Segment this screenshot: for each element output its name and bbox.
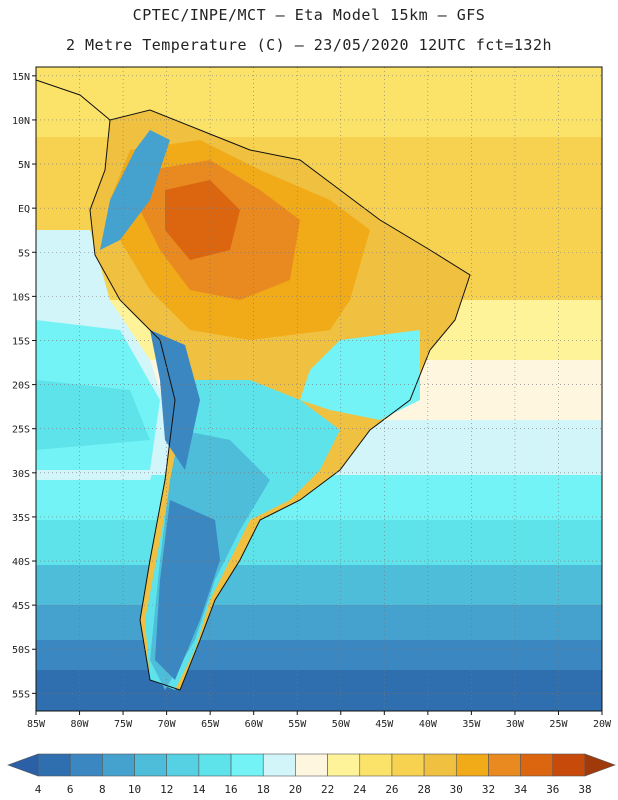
lon-tick-label: 65W [201, 719, 220, 730]
colorbar-label: 22 [321, 783, 334, 796]
lat-tick-label: 15N [12, 72, 30, 83]
colorbar-label: 6 [67, 783, 74, 796]
map-subtitle: 2 Metre Temperature (C) – 23/05/2020 12U… [65, 36, 553, 54]
colorbar-min-arrow [7, 753, 39, 777]
colorbar-swatch [455, 753, 489, 777]
central-america-outline [35, 79, 111, 121]
colorbar-swatch [423, 753, 457, 777]
latitude-labels: 15N 10N 5N EQ 5S 10S 15S 20S 25S 30S 35S 40S 45S 50S 5… [12, 72, 36, 700]
colorbar-swatch [488, 753, 521, 777]
colorbar-label: 30 [450, 783, 463, 796]
colorbar-swatch [69, 753, 103, 777]
lon-tick-label: 70W [158, 719, 177, 730]
colorbar-label: 26 [385, 783, 398, 796]
lon-tick-label: 25W [549, 719, 568, 730]
lat-tick-label: 20S [12, 381, 30, 392]
lon-tick-label: 20W [593, 719, 612, 730]
colorbar-label: 24 [353, 783, 367, 796]
lat-tick-label: 55S [12, 689, 30, 700]
lon-tick-label: 30W [506, 719, 525, 730]
colorbar-swatch [520, 753, 554, 777]
colorbar-swatch [198, 753, 232, 777]
colorbar-label: 10 [128, 783, 141, 796]
lat-tick-label: 5N [18, 160, 30, 171]
lat-tick-label: 50S [12, 645, 30, 656]
colorbar-swatch [327, 753, 361, 777]
colorbar-label: 18 [257, 783, 270, 796]
lon-tick-label: 35W [462, 719, 481, 730]
colorbar-swatch [391, 753, 425, 777]
colorbar-swatch [552, 753, 586, 777]
lat-tick-label: 5S [18, 248, 30, 259]
lon-tick-label: 60W [245, 719, 264, 730]
colorbar-max-arrow [584, 753, 616, 777]
lat-tick-label: 40S [12, 557, 30, 568]
colorbar-label: 12 [160, 783, 173, 796]
lon-tick-label: 45W [375, 719, 394, 730]
colorbar-label: 8 [99, 783, 106, 796]
colorbar-label: 20 [289, 783, 302, 796]
lon-tick-label: 55W [288, 719, 307, 730]
lon-tick-label: 85W [27, 719, 46, 730]
colorbar-swatch [230, 753, 264, 777]
map-title: CPTEC/INPE/MCT – Eta Model 15km – GFS [132, 6, 486, 24]
lat-tick-label: 35S [12, 513, 30, 524]
colorbar-label: 36 [546, 783, 559, 796]
colorbar-swatch [134, 753, 168, 777]
lon-tick-label: 50W [332, 719, 351, 730]
lat-tick-label: 15S [12, 336, 30, 347]
colorbar-label: 16 [224, 783, 237, 796]
colorbar-swatch [37, 753, 71, 777]
graticule [35, 67, 603, 711]
colorbar-label: 34 [514, 783, 528, 796]
lon-tick-label: 40W [419, 719, 438, 730]
colorbar: 4 6 8 10 12 14 16 18 20 22 24 26 28 30 32 34 36 38 [7, 753, 616, 796]
lat-tick-label: 10S [12, 292, 30, 303]
colorbar-swatch [359, 753, 393, 777]
colorbar-swatch [166, 753, 200, 777]
lat-tick-label: 45S [12, 601, 30, 612]
colorbar-swatch [102, 753, 135, 777]
lat-tick-label: 30S [12, 469, 30, 480]
colorbar-swatch [262, 753, 296, 777]
map-field [36, 67, 602, 711]
lon-tick-label: 80W [71, 719, 90, 730]
lat-tick-label: 25S [12, 425, 30, 436]
colorbar-label: 28 [417, 783, 430, 796]
longitude-labels: 85W 80W 75W 70W 65W 60W 55W 50W 45W 40W 35W 30W 25W 2… [27, 711, 612, 730]
continent-outline [89, 109, 471, 691]
colorbar-swatch [295, 753, 328, 777]
colorbar-label: 38 [578, 783, 591, 796]
colorbar-label: 4 [35, 783, 42, 796]
colorbar-label: 14 [192, 783, 206, 796]
lat-tick-label: EQ [18, 204, 30, 215]
colorbar-label: 32 [482, 783, 495, 796]
lat-tick-label: 10N [12, 116, 30, 127]
lon-tick-label: 75W [114, 719, 133, 730]
map-frame [35, 66, 603, 712]
